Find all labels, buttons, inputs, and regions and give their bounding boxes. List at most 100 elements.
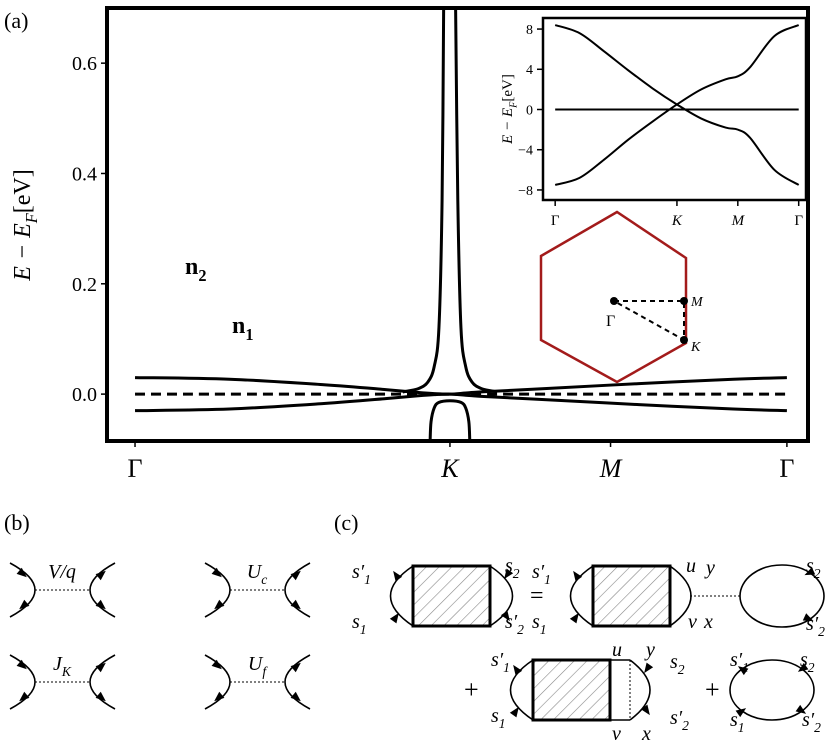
bz-label: M: [690, 295, 704, 310]
label-part: 1: [499, 716, 506, 731]
label-part: n: [185, 254, 198, 280]
vertex-label: JK: [53, 653, 72, 679]
leg-label: v: [612, 723, 621, 744]
arrowhead: [804, 567, 816, 576]
label-part: f: [262, 664, 268, 679]
label-part: 2: [808, 660, 815, 675]
label-part: 1: [544, 572, 551, 587]
label-part: 2: [517, 622, 524, 637]
leg-label: s2: [806, 555, 821, 581]
y-tick-label: 0.2: [72, 274, 97, 296]
leg-label: s1: [730, 709, 745, 735]
arrowhead: [735, 708, 747, 718]
label-part: s′: [532, 561, 545, 583]
leg-label: s′1: [730, 649, 749, 675]
label-part: s′: [730, 649, 743, 671]
label-part: c: [261, 572, 267, 587]
vertex-label: Uf: [248, 653, 268, 679]
operator: +: [464, 675, 479, 704]
plot-frame: [105, 6, 810, 443]
label-part: 2: [814, 720, 821, 735]
vertex-label: Uc: [247, 561, 268, 587]
arrowhead: [19, 599, 30, 610]
label-part: J: [53, 653, 63, 675]
leg-label: s′1: [532, 561, 551, 587]
arrowhead: [290, 570, 301, 581]
leg-label: y: [644, 639, 655, 661]
y-tick-label: 8: [526, 23, 533, 38]
x-tick-label: Γ: [794, 213, 803, 229]
label-part: 1: [742, 660, 749, 675]
leg-label: s2: [670, 651, 685, 677]
label-part: s: [532, 611, 540, 633]
arrowhead: [795, 704, 807, 714]
arrowhead: [389, 612, 399, 624]
leg-label: u: [612, 639, 622, 661]
vertex-label: V/q: [48, 561, 76, 583]
leg-label: s′1: [491, 649, 510, 675]
label-part: s′: [670, 707, 683, 729]
label-part: s: [800, 649, 808, 671]
label-part: n: [232, 313, 245, 339]
arrowhead: [95, 599, 106, 610]
label-part: 2: [678, 662, 685, 677]
y-tick-label: 0: [526, 103, 533, 118]
panel-label: (c): [334, 510, 358, 535]
label-part: [eV]: [500, 74, 516, 101]
vertex-box: [531, 658, 612, 722]
x-tick-label: M: [731, 213, 746, 229]
y-axis-label: E − EF[eV]: [500, 74, 520, 145]
leg-label: s′2: [806, 613, 825, 639]
label-part: s′: [802, 709, 815, 731]
label-part: [eV]: [10, 169, 36, 213]
arrowhead: [290, 599, 301, 610]
vector-label: n1: [232, 313, 254, 344]
leg-label: v: [688, 611, 697, 633]
vertex-box: [411, 564, 492, 628]
label-part: 1: [245, 325, 253, 344]
leg-label: s1: [491, 705, 506, 731]
arrowhead: [737, 666, 749, 676]
arrowhead: [393, 570, 403, 582]
propagator: [284, 654, 311, 710]
y-tick-label: 4: [526, 63, 533, 78]
propagator: [629, 659, 651, 721]
bz-point: [680, 336, 688, 344]
label-part: 1: [540, 622, 547, 637]
label-part: 1: [360, 622, 367, 637]
vector-label: n2: [185, 254, 207, 285]
arrowhead: [569, 612, 579, 624]
propagator: [389, 565, 414, 627]
propagator: [489, 565, 514, 627]
arrowhead: [19, 691, 30, 702]
label-part: 2: [818, 624, 825, 639]
leg-label: s1: [352, 611, 367, 637]
x-tick-label: K: [440, 454, 460, 483]
bubble: [729, 659, 815, 721]
operator: =: [530, 583, 544, 609]
bz-label: K: [690, 340, 701, 355]
arrowhead: [797, 662, 809, 672]
leg-label: s′1: [352, 561, 371, 587]
label-part: 1: [364, 572, 371, 587]
charts: 0.00.20.40.6Γ K M ΓE − EF[eV](a) 840−4−8Γ K M Γ…: [4, 6, 810, 483]
y-tick-label: −4: [518, 144, 533, 159]
label-part: E − E: [500, 108, 516, 145]
y-tick-label: −8: [518, 184, 533, 199]
label-part: F: [22, 212, 41, 224]
propagator: [569, 565, 594, 627]
bz-label: Γ: [606, 313, 615, 330]
leg-label: s′2: [505, 611, 524, 637]
label-part: 2: [682, 718, 689, 733]
bubble: [739, 564, 825, 628]
y-tick-label: 0.0: [72, 384, 97, 406]
bz-point: [610, 297, 618, 305]
label-part: s: [505, 555, 513, 577]
label-part: s: [352, 611, 360, 633]
series-line: [554, 24, 800, 186]
plot-frame: [541, 16, 808, 202]
leg-label: y: [704, 557, 715, 579]
brillouin-zone: Γ M K: [539, 210, 704, 384]
arrowhead: [214, 599, 225, 610]
